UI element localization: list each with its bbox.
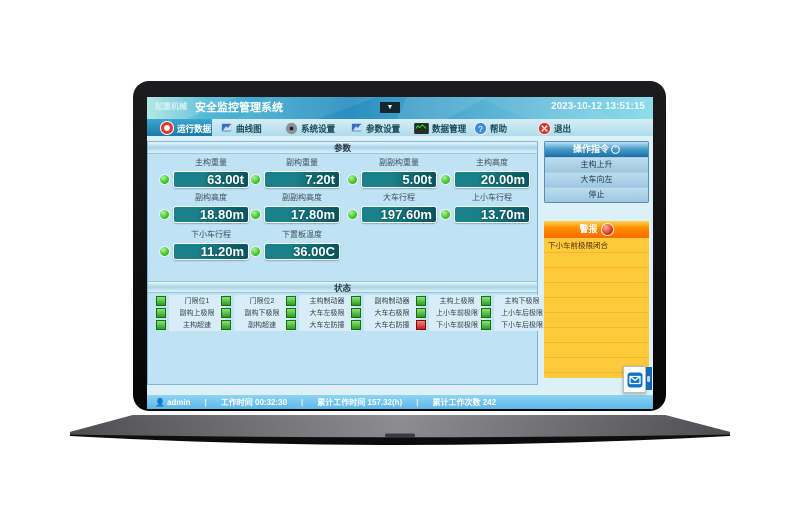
svg-text:?: ? <box>478 123 483 133</box>
